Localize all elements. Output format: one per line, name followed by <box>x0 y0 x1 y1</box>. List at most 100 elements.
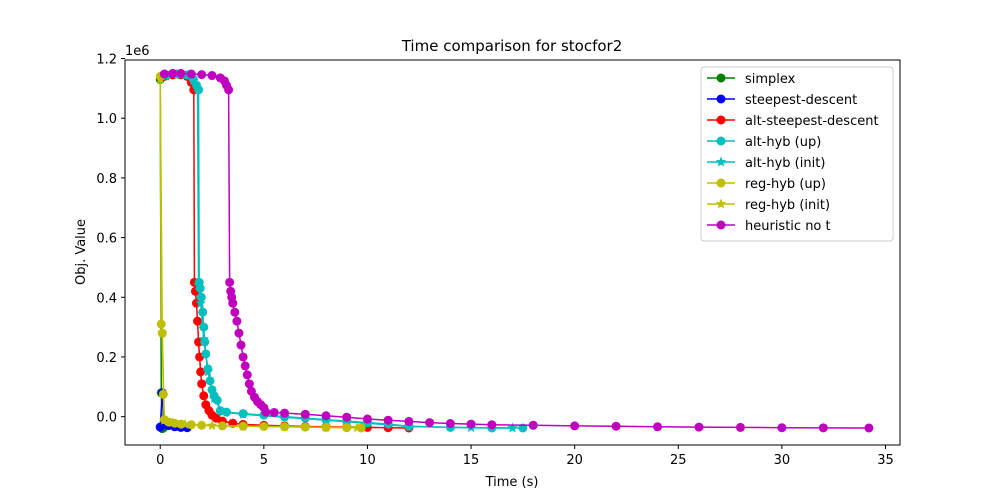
data-point <box>818 423 828 433</box>
data-point <box>186 69 196 79</box>
data-point <box>244 379 254 389</box>
chart-title: Time comparison for stocfor2 <box>401 37 623 55</box>
data-point <box>269 407 279 417</box>
data-point <box>351 422 363 433</box>
legend-label: steepest-descent <box>745 93 857 108</box>
y-tick-label: 0.2 <box>96 351 117 366</box>
legend-marker <box>716 136 726 146</box>
data-point <box>156 319 166 329</box>
y-tick-label: 1.2 <box>96 53 117 68</box>
data-point <box>208 393 220 404</box>
data-point <box>234 328 244 338</box>
data-point <box>207 71 217 81</box>
legend-label: alt-steepest-descent <box>745 114 879 129</box>
data-point <box>404 416 414 426</box>
legend-marker <box>716 220 726 230</box>
legend-marker <box>715 156 727 167</box>
data-point <box>157 327 168 338</box>
legend: simplex steepest-descent alt-steepest-desc… <box>700 66 894 242</box>
data-point <box>321 411 331 421</box>
x-tick-label: 25 <box>670 453 687 468</box>
data-point <box>199 322 209 332</box>
series-heuristic-no-t <box>159 68 874 433</box>
legend-item: reg-hyb (init) <box>707 198 830 213</box>
data-point <box>611 421 621 431</box>
legend-item: steepest-descent <box>707 93 857 108</box>
legend-label: simplex <box>745 72 796 87</box>
x-tick-label: 35 <box>877 453 894 468</box>
y-axis-offset-label: 1e6 <box>125 44 150 59</box>
legend-marker <box>716 94 726 104</box>
legend-item: alt-steepest-descent <box>707 114 879 129</box>
legend-item: alt-hyb (up) <box>707 135 821 150</box>
data-point <box>193 316 203 326</box>
legend-marker <box>715 198 727 209</box>
data-point <box>232 316 242 326</box>
data-point <box>238 352 248 362</box>
x-tick-label: 5 <box>260 453 268 468</box>
data-point <box>198 307 208 317</box>
data-point <box>242 370 252 380</box>
data-point <box>159 69 169 79</box>
data-point <box>777 423 787 433</box>
x-tick-label: 30 <box>774 453 791 468</box>
data-point <box>279 421 290 432</box>
data-point <box>155 73 166 84</box>
data-point <box>507 422 518 433</box>
data-point <box>197 70 207 80</box>
data-point <box>206 420 218 431</box>
data-point <box>199 391 209 401</box>
x-tick-label: 10 <box>359 453 376 468</box>
data-point <box>570 421 580 431</box>
data-point <box>237 408 249 419</box>
y-tick-label: 0.0 <box>96 411 117 426</box>
legend-label: reg-hyb (up) <box>745 177 826 192</box>
data-point <box>383 415 393 425</box>
y-axis: 0.0 0.2 0.4 0.6 0.8 1.0 1.2 <box>96 53 125 426</box>
data-point <box>466 419 476 429</box>
legend-label: reg-hyb (init) <box>745 198 830 213</box>
x-axis: 0 5 10 15 20 25 30 35 <box>156 445 894 468</box>
series-line <box>159 79 358 429</box>
data-point <box>217 406 228 417</box>
data-point <box>362 414 372 424</box>
legend-item: alt-hyb (init) <box>707 156 825 171</box>
data-point <box>694 422 704 432</box>
data-point <box>300 409 310 419</box>
data-point <box>864 423 874 433</box>
y-tick-label: 0.4 <box>96 291 117 306</box>
legend-box <box>700 66 894 242</box>
data-point <box>167 417 178 428</box>
data-point <box>224 85 234 95</box>
legend-marker <box>716 73 726 83</box>
data-point <box>528 420 538 430</box>
legend-marker <box>716 178 726 188</box>
data-point <box>320 421 332 432</box>
data-point <box>735 422 745 432</box>
data-point <box>403 421 415 431</box>
data-point <box>193 279 204 290</box>
series-reg-hyb-init- <box>155 73 363 433</box>
data-point <box>487 420 497 430</box>
x-tick-label: 15 <box>463 453 480 468</box>
plot-area-frame <box>124 59 901 446</box>
legend-item: heuristic no t <box>707 219 831 234</box>
data-point <box>445 419 455 429</box>
data-point <box>230 307 240 317</box>
data-point <box>195 297 206 308</box>
data-point <box>197 379 207 389</box>
legend-item: reg-hyb (up) <box>707 177 826 192</box>
series-layer <box>155 68 874 434</box>
data-point <box>168 68 178 78</box>
data-point <box>188 75 199 86</box>
data-point <box>280 408 290 418</box>
legend-item: simplex <box>707 72 796 87</box>
legend-label: alt-hyb (init) <box>745 156 825 171</box>
x-axis-label: Time (s) <box>485 475 539 490</box>
data-point <box>236 340 246 350</box>
data-point <box>228 298 238 308</box>
legend-label: alt-hyb (up) <box>745 135 821 150</box>
data-point <box>653 422 663 432</box>
data-point <box>196 367 206 377</box>
